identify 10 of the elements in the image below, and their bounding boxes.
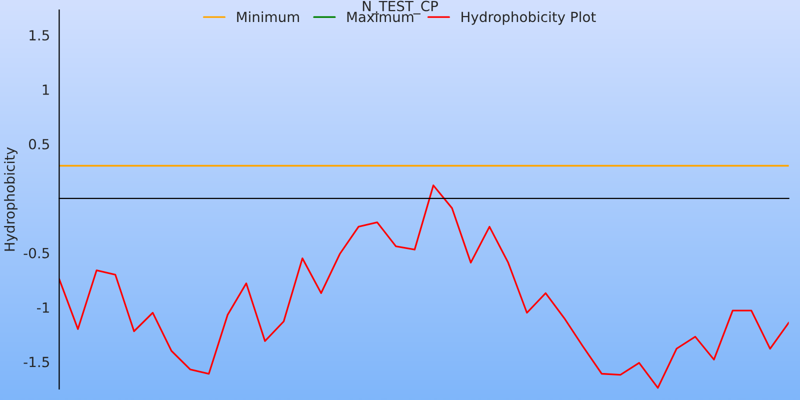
legend-label: Hydrophobicity Plot — [462, 11, 596, 25]
y-tick-label: -1.5 — [24, 356, 49, 368]
y-tick-label: 0.5 — [29, 138, 49, 150]
legend-label: Minimum — [237, 11, 299, 22]
y-tick-label: 1.5 — [30, 30, 49, 41]
y-axis-title: Hydrophobicity — [4, 147, 18, 251]
y-tick-label: -0.5 — [24, 248, 49, 258]
y-tick-label: -1 — [37, 302, 49, 313]
line-series — [59, 184, 789, 389]
y-tick-label: 1 — [42, 84, 49, 95]
